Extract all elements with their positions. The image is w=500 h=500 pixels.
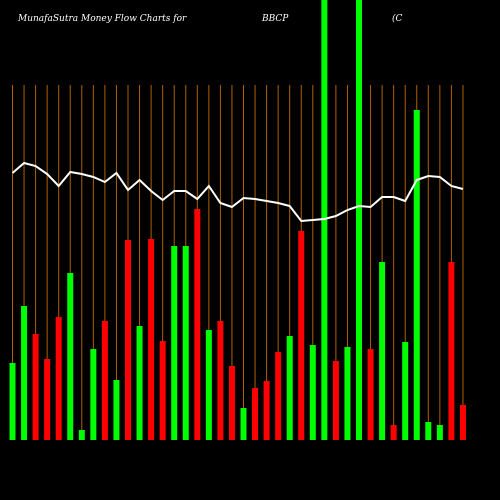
bar [78, 430, 85, 440]
bar [171, 246, 178, 440]
bar [113, 380, 120, 440]
bar [379, 262, 386, 440]
bar [125, 240, 131, 440]
bar [309, 345, 316, 440]
bar [217, 321, 224, 440]
bar [275, 352, 282, 440]
bar [205, 330, 212, 440]
bar [263, 381, 270, 440]
ticker: BBCP [261, 14, 289, 24]
bar [390, 425, 397, 440]
company: (C [392, 13, 403, 24]
bar [356, 0, 362, 440]
bar [101, 321, 108, 440]
bar [344, 347, 351, 440]
bar [436, 425, 443, 440]
bar [90, 349, 97, 440]
bar [252, 388, 259, 440]
bar [182, 246, 189, 440]
bar [240, 408, 247, 440]
bar [136, 326, 143, 440]
bar [459, 405, 466, 440]
bar [332, 361, 339, 440]
bar [67, 273, 74, 440]
money-flow-line [11, 161, 464, 223]
bar [367, 349, 374, 440]
bar [159, 341, 166, 440]
bar [298, 231, 305, 440]
bar [402, 342, 409, 440]
bar [44, 359, 51, 440]
bar [9, 363, 16, 440]
bar [448, 262, 455, 440]
bar [413, 110, 420, 440]
bar [148, 239, 155, 440]
bar [286, 336, 293, 440]
bar [55, 317, 62, 440]
bar [425, 422, 432, 440]
bar [194, 209, 201, 440]
chart-title: MunafaSutra Money Flow Charts for [17, 14, 187, 24]
bar [32, 334, 39, 440]
bar [21, 306, 28, 440]
bar [228, 366, 235, 440]
